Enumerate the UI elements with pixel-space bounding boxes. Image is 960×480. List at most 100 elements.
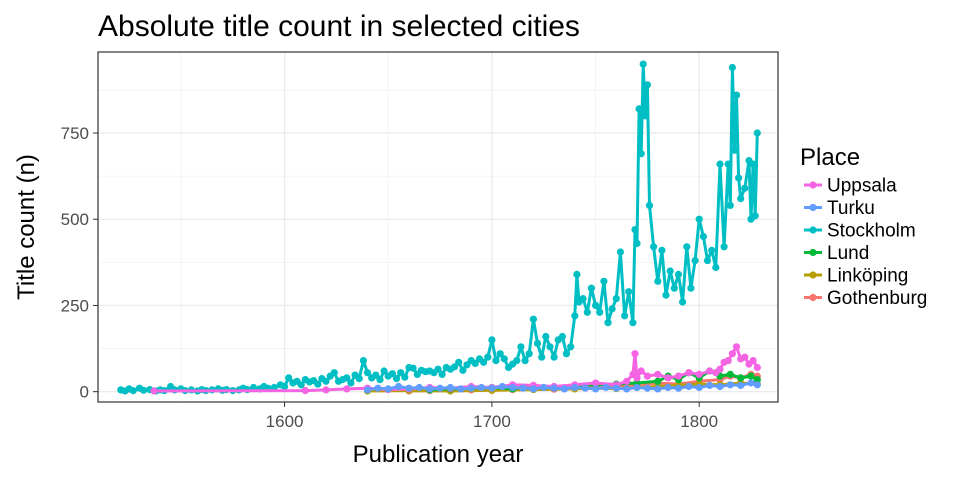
data-point-turku (706, 381, 714, 389)
data-point-turku (508, 383, 517, 392)
data-point-turku (737, 381, 745, 389)
data-point-lund (753, 376, 761, 384)
legend-label-gothenburg: Gothenburg (827, 288, 927, 309)
legend: UppsalaTurkuStockholmLundLinköpingGothen… (804, 176, 927, 309)
data-point-stockholm (513, 357, 521, 365)
data-point-turku (695, 383, 703, 392)
data-point-turku (477, 383, 486, 392)
data-point-turku (560, 385, 569, 393)
x-tick-label: 1600 (266, 412, 304, 431)
data-point-stockholm (459, 366, 467, 374)
data-point-lund (747, 372, 755, 380)
data-point-stockholm (129, 387, 137, 395)
data-point-stockholm (670, 284, 678, 292)
data-point-stockholm (480, 358, 488, 366)
data-point-stockholm (687, 284, 695, 292)
legend-label-uppsala: Uppsala (827, 176, 897, 197)
data-point-stockholm (616, 248, 625, 256)
legend-label-linkping: Linköping (827, 266, 908, 287)
data-point-stockholm (592, 301, 600, 309)
data-point-stockholm (635, 105, 643, 113)
data-point-uppsala (724, 357, 732, 365)
legend-item-linkping: Linköping (804, 266, 908, 287)
data-point-turku (519, 384, 527, 392)
data-point-turku (395, 382, 403, 391)
data-point-turku (426, 385, 434, 393)
data-point-uppsala (741, 353, 749, 361)
data-point-stockholm (658, 246, 666, 254)
data-point-stockholm (322, 377, 330, 385)
data-point-stockholm (699, 232, 708, 241)
data-point-stockholm (639, 60, 647, 68)
data-point-turku (753, 381, 761, 389)
legend-item-uppsala: Uppsala (804, 176, 897, 197)
data-point-stockholm (604, 319, 612, 327)
data-point-turku (643, 384, 652, 392)
data-point-stockholm (401, 373, 409, 381)
data-point-turku (633, 383, 641, 392)
data-point-turku (415, 383, 423, 392)
legend-key-point (809, 181, 817, 189)
data-point-stockholm (612, 295, 620, 303)
data-point-stockholm (621, 312, 629, 320)
x-tick-label: 1800 (680, 412, 718, 431)
data-point-stockholm (434, 365, 442, 373)
data-point-uppsala (685, 369, 693, 377)
data-point-uppsala (633, 374, 641, 382)
y-tick-label: 750 (61, 124, 89, 143)
data-point-uppsala (322, 386, 330, 394)
data-point-uppsala (706, 367, 714, 375)
data-point-stockholm (562, 350, 571, 358)
data-point-turku (374, 384, 382, 392)
data-point-uppsala (732, 343, 741, 351)
plot-panel (98, 52, 778, 402)
data-point-turku (623, 385, 631, 393)
plot-border (97, 51, 779, 403)
y-axis-ticks: 0 250 500 750 (61, 124, 98, 402)
data-point-uppsala (637, 367, 645, 375)
data-point-stockholm (643, 81, 652, 89)
series-turku (363, 379, 761, 394)
data-point-turku (363, 386, 372, 394)
data-point-stockholm (363, 369, 372, 377)
data-point-stockholm (712, 263, 720, 272)
data-point-stockholm (749, 160, 757, 168)
data-point-uppsala (674, 372, 683, 380)
data-point-turku (581, 384, 589, 392)
data-point-stockholm (525, 350, 533, 358)
data-point-stockholm (392, 375, 401, 383)
data-point-stockholm (496, 350, 504, 358)
data-point-turku (529, 385, 538, 393)
data-point-stockholm (573, 270, 581, 278)
data-point-turku (664, 383, 672, 392)
data-point-stockholm (542, 332, 550, 341)
data-point-stockholm (343, 374, 351, 382)
data-point-turku (612, 384, 620, 392)
data-point-lund (654, 377, 662, 385)
data-point-stockholm (726, 201, 734, 209)
data-point-stockholm (285, 374, 293, 382)
data-point-stockholm (388, 370, 396, 378)
data-point-uppsala (654, 370, 662, 378)
data-point-uppsala (631, 350, 639, 358)
data-point-stockholm (724, 160, 732, 168)
data-point-turku (384, 385, 392, 393)
data-point-stockholm (631, 226, 639, 234)
data-point-stockholm (654, 277, 662, 285)
data-point-stockholm (471, 359, 479, 367)
data-point-uppsala (301, 387, 309, 395)
data-point-turku (716, 382, 724, 391)
data-point-uppsala (150, 387, 158, 395)
data-point-stockholm (140, 386, 148, 394)
data-point-uppsala (753, 363, 761, 372)
data-point-stockholm (347, 379, 355, 387)
data-point-stockholm (720, 243, 728, 251)
x-axis-ticks: 1600 1700 1800 (266, 402, 718, 431)
data-point-stockholm (716, 160, 724, 168)
data-point-uppsala (749, 357, 757, 365)
data-point-stockholm (596, 308, 604, 316)
data-point-stockholm (355, 375, 363, 383)
data-point-turku (654, 385, 662, 393)
data-point-turku (592, 385, 600, 393)
